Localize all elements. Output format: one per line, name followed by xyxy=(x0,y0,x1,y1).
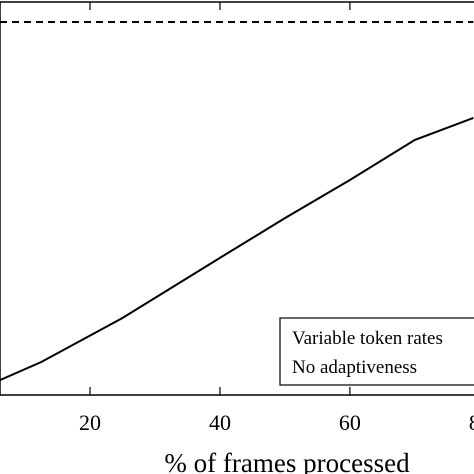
x-tick-label: 80 xyxy=(469,410,474,435)
x-tick-label: 20 xyxy=(79,410,101,435)
series-line xyxy=(0,116,474,381)
x-tick-label: 40 xyxy=(209,410,231,435)
legend-box xyxy=(279,317,474,386)
legend-label: Variable token rates xyxy=(292,328,443,349)
legend-label: No adaptiveness xyxy=(292,357,417,378)
x-axis-label: % of frames processed xyxy=(164,448,410,474)
x-tick-label: 60 xyxy=(339,410,361,435)
plot-frame xyxy=(0,1,474,396)
